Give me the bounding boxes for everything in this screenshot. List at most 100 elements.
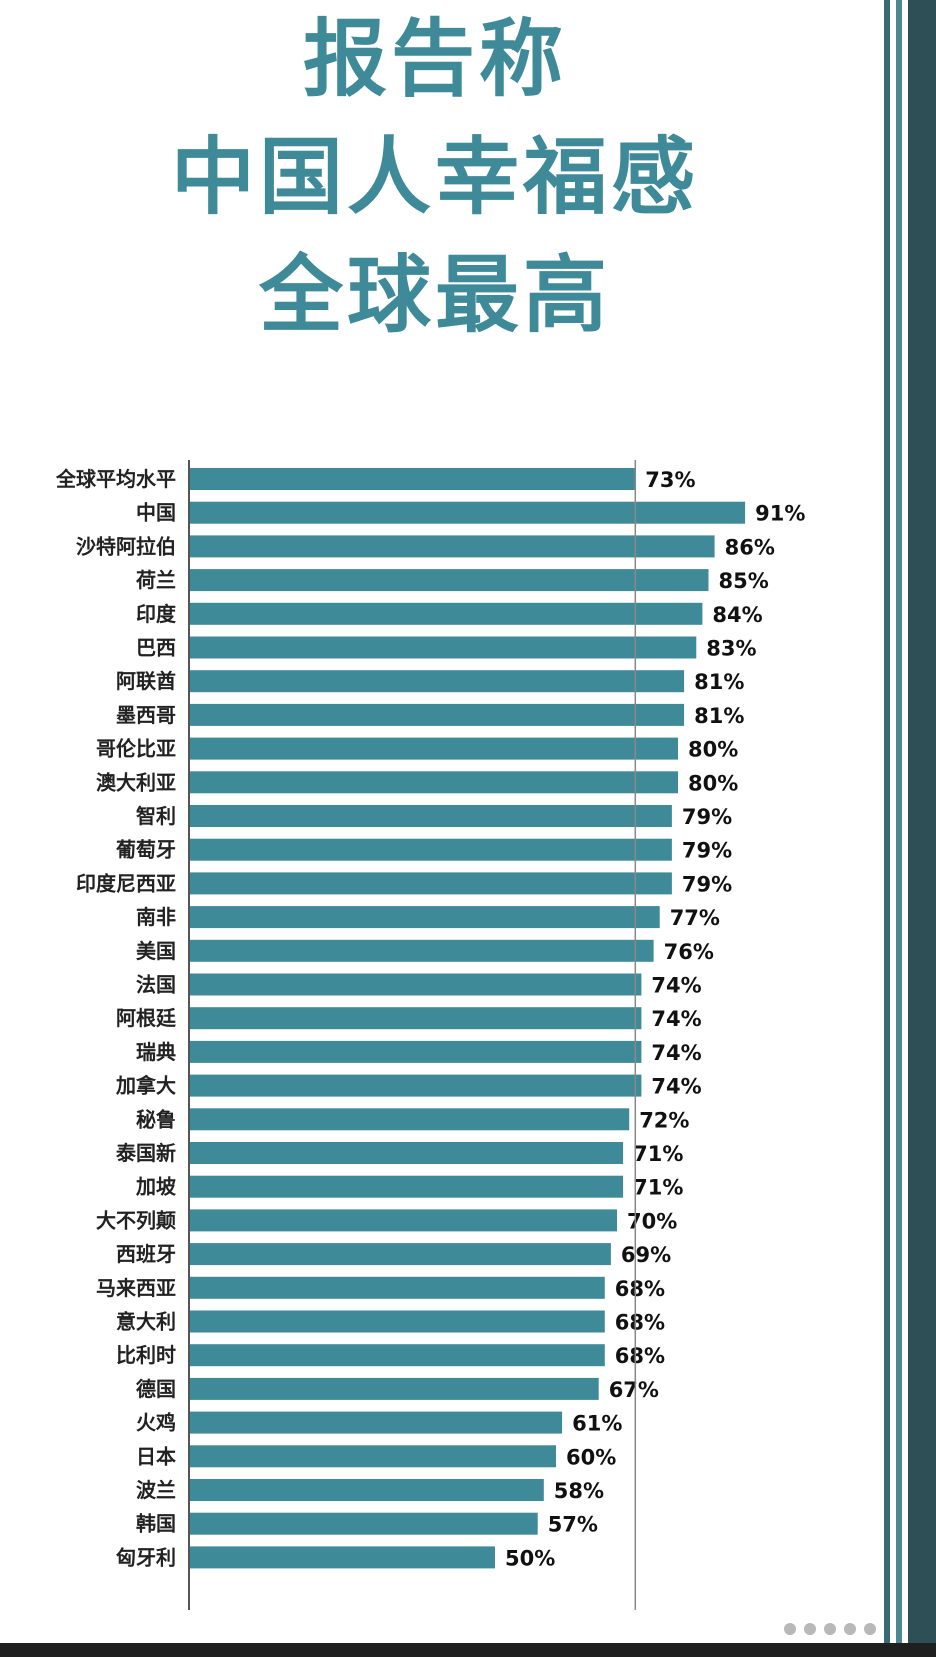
- value-label: 81%: [694, 704, 744, 728]
- category-label: 秘鲁: [136, 1107, 176, 1131]
- category-label: 全球平均水平: [55, 467, 176, 491]
- title-block: 报告称 中国人幸福感 全球最高: [0, 0, 870, 354]
- value-label: 74%: [651, 1075, 701, 1099]
- bar: [190, 1344, 605, 1367]
- category-label: 中国: [136, 501, 176, 525]
- bar: [190, 535, 715, 558]
- value-label: 67%: [609, 1378, 659, 1402]
- category-label: 荷兰: [136, 568, 176, 592]
- category-label: 澳大利亚: [96, 770, 176, 794]
- value-label: 80%: [688, 738, 738, 762]
- value-label: 79%: [682, 872, 732, 896]
- category-label: 哥伦比亚: [96, 737, 176, 761]
- value-label: 76%: [664, 940, 714, 964]
- category-label: 泰国新: [115, 1141, 176, 1165]
- category-label: 波兰: [136, 1478, 176, 1502]
- category-label: 阿根廷: [116, 1006, 177, 1030]
- value-label: 68%: [615, 1344, 665, 1368]
- bar: [190, 1479, 544, 1501]
- bar: [190, 906, 660, 929]
- category-label: 韩国: [136, 1512, 176, 1536]
- border-stripe: [884, 0, 890, 1657]
- decorative-border: [884, 0, 936, 1657]
- page-dot: [804, 1623, 816, 1635]
- bar: [190, 1310, 605, 1333]
- value-label: 79%: [682, 839, 732, 863]
- bar: [190, 1175, 624, 1198]
- title-line-2: 中国人幸福感: [170, 128, 699, 226]
- category-label: 火鸡: [136, 1411, 176, 1435]
- category-label: 法国: [136, 973, 176, 997]
- bar: [190, 805, 672, 827]
- bar: [190, 1512, 538, 1535]
- bar: [190, 973, 642, 996]
- category-label: 南非: [136, 905, 176, 929]
- page-dot: [784, 1623, 796, 1635]
- value-label: 91%: [755, 502, 805, 526]
- bar: [190, 1074, 642, 1097]
- category-label: 印度尼西亚: [76, 871, 176, 895]
- value-label: 69%: [621, 1243, 671, 1267]
- category-label: 加拿大: [115, 1074, 176, 1098]
- bar: [190, 670, 685, 693]
- bar-chart-svg: 全球平均水平 73% 中国 91% 沙特阿拉伯 86% 荷兰 85% 印度 84% 巴西 83% 阿联酋…: [55, 460, 805, 1610]
- category-label: 瑞典: [136, 1040, 176, 1064]
- value-label: 85%: [719, 569, 769, 593]
- bar: [190, 1546, 495, 1569]
- value-label: 58%: [554, 1479, 604, 1503]
- category-label: 比利时: [116, 1343, 176, 1367]
- category-label: 匈牙利: [116, 1545, 176, 1569]
- bar: [190, 1377, 599, 1400]
- value-label: 83%: [706, 637, 756, 661]
- bar: [190, 1108, 630, 1131]
- value-label: 86%: [725, 535, 775, 559]
- bar: [190, 737, 678, 760]
- bar: [190, 1445, 556, 1468]
- bar: [190, 501, 746, 524]
- value-label: 68%: [615, 1311, 665, 1335]
- value-label: 84%: [712, 603, 762, 627]
- category-label: 沙特阿拉伯: [76, 534, 176, 558]
- category-label: 大不列颠: [96, 1208, 176, 1232]
- bar: [190, 838, 672, 861]
- value-label: 72%: [639, 1108, 689, 1132]
- bar: [190, 602, 703, 625]
- footer-bar: [0, 1643, 936, 1657]
- category-label: 德国: [136, 1377, 176, 1401]
- category-label: 马来西亚: [96, 1276, 176, 1300]
- bar: [190, 636, 697, 659]
- page-dot: [864, 1623, 876, 1635]
- bar: [190, 1007, 642, 1030]
- value-label: 80%: [688, 771, 738, 795]
- value-label: 81%: [694, 670, 744, 694]
- bar-chart: 全球平均水平 73% 中国 91% 沙特阿拉伯 86% 荷兰 85% 印度 84% 巴西 83% 阿联酋…: [0, 460, 880, 1620]
- value-label: 74%: [651, 974, 701, 998]
- value-label: 79%: [682, 805, 732, 829]
- category-label: 阿联酋: [116, 669, 176, 693]
- category-label: 墨西哥: [116, 703, 176, 727]
- value-label: 70%: [627, 1209, 677, 1233]
- value-label: 57%: [548, 1513, 598, 1537]
- value-label: 77%: [670, 906, 720, 930]
- page-dot: [844, 1623, 856, 1635]
- title-line-1: 报告称: [302, 10, 567, 108]
- bar: [190, 1209, 617, 1232]
- category-label: 印度: [136, 602, 177, 626]
- bar: [190, 468, 636, 490]
- value-label: 50%: [505, 1546, 555, 1570]
- bar: [190, 872, 672, 895]
- category-label: 美国: [136, 939, 176, 963]
- value-label: 71%: [633, 1142, 683, 1166]
- bar: [190, 1411, 563, 1434]
- page-dot: [824, 1623, 836, 1635]
- bar: [190, 569, 709, 592]
- bar: [190, 1243, 611, 1266]
- category-label: 意大利: [116, 1310, 176, 1334]
- value-label: 74%: [651, 1041, 701, 1065]
- title-line-3: 全球最高: [258, 246, 611, 344]
- bar: [190, 771, 678, 794]
- value-label: 68%: [615, 1277, 665, 1301]
- bar: [190, 1142, 624, 1164]
- border-stripe: [896, 0, 902, 1657]
- category-label: 巴西: [136, 636, 176, 660]
